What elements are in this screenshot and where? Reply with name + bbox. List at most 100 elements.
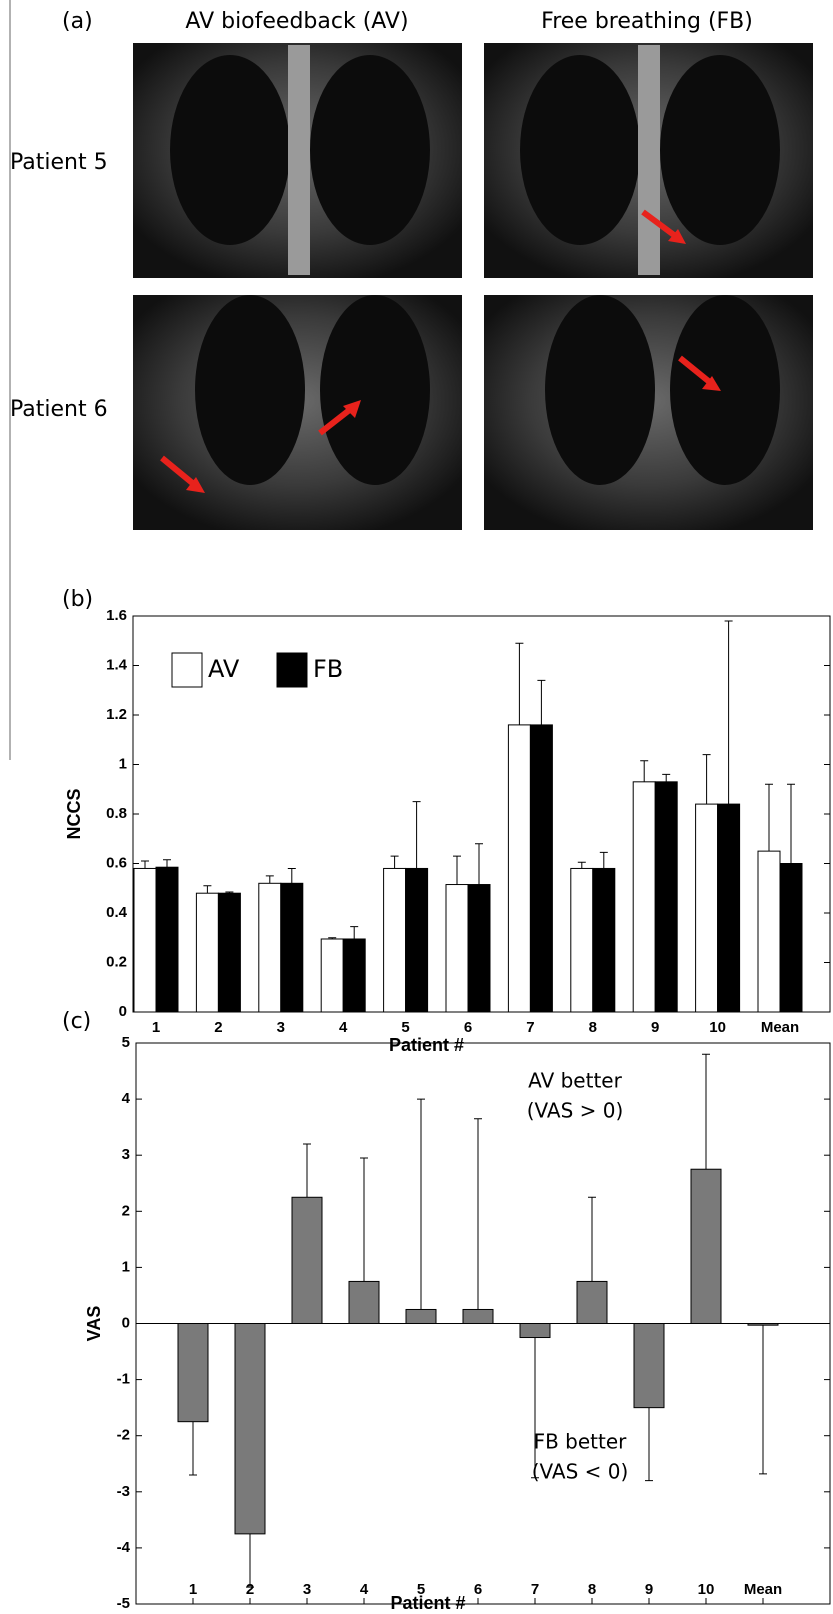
bar bbox=[577, 1281, 607, 1323]
bar bbox=[468, 885, 490, 1012]
x-tick-label: 9 bbox=[651, 1019, 659, 1036]
bar bbox=[748, 1324, 778, 1326]
y-tick-label: -3 bbox=[117, 1483, 130, 1500]
error-bar bbox=[588, 1197, 596, 1281]
ct-images bbox=[133, 43, 813, 530]
column-label: AV biofeedback (AV) bbox=[185, 9, 408, 34]
x-tick-label: 9 bbox=[645, 1581, 653, 1598]
bar bbox=[593, 868, 615, 1012]
bar bbox=[343, 939, 365, 1012]
x-axis-label: Patient # bbox=[390, 1593, 465, 1613]
bar bbox=[633, 782, 655, 1012]
y-tick-label: 0.2 bbox=[106, 953, 127, 970]
x-tick-label: 5 bbox=[401, 1019, 409, 1036]
y-tick-label: 3 bbox=[122, 1146, 130, 1163]
bar bbox=[446, 885, 468, 1012]
y-tick-label: 1 bbox=[122, 1258, 130, 1275]
x-tick-label: 2 bbox=[214, 1019, 222, 1036]
error-bar bbox=[288, 868, 296, 883]
error-bar bbox=[640, 761, 648, 782]
error-bar bbox=[350, 927, 358, 939]
bar bbox=[321, 939, 343, 1012]
x-tick-label: 6 bbox=[464, 1019, 472, 1036]
x-tick-label: 6 bbox=[474, 1581, 482, 1598]
x-tick-label: 10 bbox=[709, 1019, 726, 1036]
error-bar bbox=[531, 1338, 539, 1478]
row-label: Patient 5 bbox=[10, 150, 108, 175]
bar bbox=[634, 1324, 664, 1408]
error-bar bbox=[453, 856, 461, 884]
y-tick-label: 0 bbox=[122, 1314, 130, 1331]
bar bbox=[384, 868, 406, 1012]
error-bar bbox=[303, 1144, 311, 1197]
error-bar bbox=[703, 755, 711, 805]
error-bar bbox=[537, 680, 545, 725]
column-label: Free breathing (FB) bbox=[541, 9, 753, 34]
error-bar bbox=[759, 1325, 767, 1474]
ct-image bbox=[484, 295, 813, 530]
bar bbox=[178, 1324, 208, 1422]
bar bbox=[691, 1169, 721, 1323]
bar bbox=[259, 883, 281, 1012]
y-tick-label: 1 bbox=[119, 755, 127, 772]
y-tick-label: 0.4 bbox=[106, 904, 128, 921]
ct-image bbox=[133, 43, 462, 278]
x-tick-label: Mean bbox=[761, 1019, 799, 1036]
y-tick-label: 4 bbox=[122, 1090, 131, 1107]
error-bar bbox=[787, 784, 795, 863]
error-bar bbox=[417, 1099, 425, 1309]
error-bar bbox=[600, 852, 608, 868]
legend-swatch bbox=[172, 653, 202, 687]
x-tick-label: 1 bbox=[189, 1581, 197, 1598]
legend-label: AV bbox=[208, 655, 240, 683]
error-bar bbox=[515, 643, 523, 725]
panel-label: (b) bbox=[62, 587, 93, 612]
error-bar bbox=[413, 802, 421, 869]
bar bbox=[655, 782, 677, 1012]
error-bar bbox=[475, 844, 483, 885]
error-bar bbox=[474, 1119, 482, 1310]
x-tick-label: 3 bbox=[303, 1581, 311, 1598]
bar bbox=[281, 883, 303, 1012]
legend-label: FB bbox=[313, 655, 343, 683]
error-bar bbox=[645, 1408, 653, 1481]
x-axis-label: Patient # bbox=[389, 1035, 464, 1055]
ct-image bbox=[484, 43, 813, 278]
error-bar bbox=[141, 861, 149, 868]
annotation: (VAS < 0) bbox=[532, 1460, 629, 1484]
bar bbox=[349, 1281, 379, 1323]
bar bbox=[196, 893, 218, 1012]
error-bar bbox=[391, 856, 399, 868]
bar bbox=[134, 868, 156, 1012]
bar bbox=[406, 868, 428, 1012]
bar bbox=[718, 804, 740, 1012]
y-tick-label: 1.6 bbox=[106, 607, 127, 624]
y-tick-label: 0.8 bbox=[106, 805, 127, 822]
x-tick-label: 3 bbox=[277, 1019, 285, 1036]
y-axis-label: VAS bbox=[84, 1306, 104, 1342]
bar bbox=[696, 804, 718, 1012]
legend-swatch bbox=[277, 653, 307, 687]
bar bbox=[530, 725, 552, 1012]
y-tick-label: 2 bbox=[122, 1202, 130, 1219]
y-tick-label: 0.6 bbox=[106, 854, 127, 871]
x-tick-label: 1 bbox=[152, 1019, 160, 1036]
row-label: Patient 6 bbox=[10, 397, 108, 422]
ct-image bbox=[133, 295, 462, 530]
y-tick-label: -1 bbox=[117, 1371, 130, 1388]
bar bbox=[520, 1324, 550, 1338]
bar bbox=[780, 864, 802, 1013]
error-bar bbox=[578, 862, 586, 868]
x-tick-label: 7 bbox=[531, 1581, 539, 1598]
bar bbox=[292, 1197, 322, 1323]
bar bbox=[156, 867, 178, 1012]
error-bar bbox=[246, 1534, 254, 1587]
error-bar bbox=[203, 886, 211, 893]
bar bbox=[406, 1309, 436, 1323]
error-bar bbox=[163, 860, 171, 867]
error-bar bbox=[702, 1054, 710, 1169]
y-axis-label: NCCS bbox=[64, 788, 84, 839]
bar bbox=[758, 851, 780, 1012]
panel-label: (a) bbox=[62, 9, 93, 34]
annotation: (VAS > 0) bbox=[527, 1099, 624, 1123]
